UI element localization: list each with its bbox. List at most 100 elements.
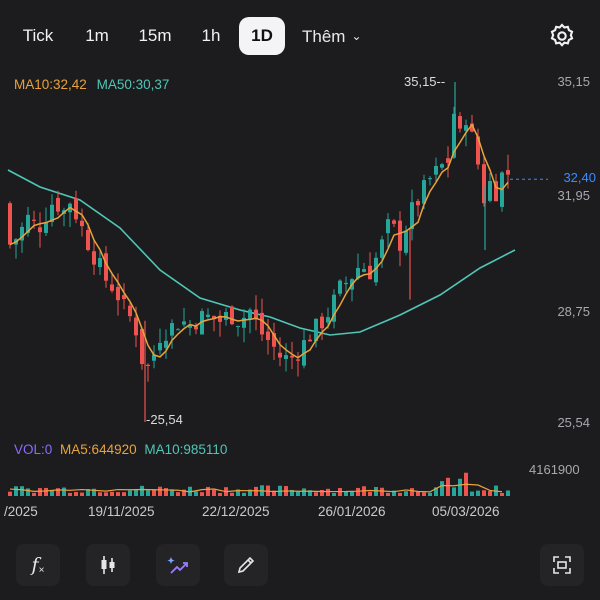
- candle-body: [464, 125, 468, 131]
- candle-body: [446, 158, 450, 163]
- candle-body: [140, 328, 144, 364]
- candle-body: [128, 305, 132, 317]
- candle-body: [404, 230, 408, 253]
- fullscreen-icon[interactable]: [540, 544, 584, 586]
- volume-bar: [308, 490, 312, 496]
- volume-bar: [242, 492, 246, 496]
- ma50-value: MA50:30,37: [96, 77, 170, 92]
- volume-bar: [212, 489, 216, 496]
- fx-icon[interactable]: f ×: [16, 544, 60, 586]
- candle-body: [164, 340, 168, 348]
- low-marker: -25,54: [146, 412, 183, 427]
- gear-icon[interactable]: [548, 22, 576, 50]
- volume-bar: [98, 492, 102, 496]
- volume-bar: [14, 486, 18, 496]
- candle-body: [332, 294, 336, 322]
- volume-bar: [458, 478, 462, 496]
- volume-bar: [410, 488, 414, 496]
- more-dropdown[interactable]: Thêm ⌄: [302, 17, 362, 55]
- candle-body: [116, 287, 120, 301]
- candle-body: [32, 219, 36, 221]
- candle-body: [206, 314, 210, 317]
- tab-1d[interactable]: 1D: [239, 17, 285, 55]
- candle-body: [260, 312, 264, 335]
- candle-body: [308, 339, 312, 342]
- candle-body: [338, 280, 342, 294]
- tab-15m[interactable]: 15m: [138, 26, 172, 45]
- volume-bar: [56, 488, 60, 496]
- candle-body: [392, 220, 396, 224]
- candle-body: [254, 309, 258, 320]
- chart-toolbar: f ×: [0, 538, 600, 592]
- candle-body: [272, 333, 276, 347]
- candle-body: [242, 317, 246, 328]
- volume-bar: [386, 492, 390, 496]
- candle-body: [320, 316, 324, 329]
- volume-bar: [302, 488, 306, 496]
- price-axis-label: 31,95: [557, 188, 590, 203]
- volume-bar: [470, 491, 474, 496]
- candle-body: [506, 170, 510, 175]
- volume-bar: [380, 487, 384, 496]
- candlestick-icon[interactable]: [86, 544, 130, 586]
- volume-bar: [26, 488, 30, 496]
- volume-bar: [92, 488, 96, 496]
- volume-bar: [236, 489, 240, 496]
- volume-bar: [134, 489, 138, 496]
- volume-bar: [392, 490, 396, 496]
- candle-body: [50, 204, 54, 223]
- candle-body: [398, 220, 402, 251]
- high-value: 35,15: [404, 74, 437, 89]
- volume-bar: [272, 490, 276, 496]
- volume-bar: [158, 486, 162, 496]
- volume-bar: [44, 487, 48, 496]
- tab-tick[interactable]: Tick: [22, 26, 54, 45]
- volume-bar: [404, 491, 408, 496]
- high-marker: 35,15--: [404, 74, 446, 89]
- volume-bar: [290, 489, 294, 496]
- vol-ma5-value: MA5:644920: [60, 442, 137, 457]
- volume-bar: [116, 492, 120, 496]
- candle-body: [182, 321, 186, 325]
- volume-bar: [344, 491, 348, 496]
- tab-1h[interactable]: 1h: [201, 26, 221, 45]
- volume-bar: [20, 486, 24, 496]
- date-label: /2025: [4, 504, 38, 519]
- volume-bar: [500, 492, 504, 496]
- volume-axis-max: 4161900: [529, 462, 580, 477]
- volume-bar: [296, 491, 300, 496]
- candle-body: [200, 311, 204, 335]
- candle-body: [368, 265, 372, 280]
- volume-bar: [164, 488, 168, 496]
- candle-body: [86, 230, 90, 250]
- volume-bar: [326, 488, 330, 496]
- candle-body: [374, 257, 378, 283]
- volume-bar: [314, 492, 318, 496]
- pencil-icon[interactable]: [224, 544, 268, 586]
- candle-body: [152, 354, 156, 361]
- volume-bar: [68, 492, 72, 496]
- volume-bar: [356, 487, 360, 496]
- candle-body: [122, 295, 126, 300]
- candle-body: [26, 214, 30, 233]
- candle-body: [248, 309, 252, 319]
- candle-body: [38, 227, 42, 233]
- ma-legend: MA10:32,42 MA50:30,37: [14, 77, 169, 92]
- candle-body: [176, 329, 180, 331]
- price-chart[interactable]: [0, 70, 600, 500]
- sparkle-draw-icon[interactable]: [156, 544, 200, 586]
- candle-body: [440, 164, 444, 168]
- date-label: 22/12/2025: [202, 504, 270, 519]
- volume-bar: [440, 481, 444, 496]
- volume-bar: [38, 488, 42, 496]
- candle-body: [470, 123, 474, 132]
- candle-body: [104, 253, 108, 281]
- volume-bar: [32, 492, 36, 496]
- ma10-value: MA10:32,42: [14, 77, 87, 92]
- candle-body: [434, 166, 438, 175]
- volume-bar: [332, 492, 336, 496]
- volume-bar: [152, 489, 156, 496]
- candle-body: [74, 198, 78, 220]
- volume-bar: [434, 487, 438, 496]
- tab-1m[interactable]: 1m: [85, 26, 109, 45]
